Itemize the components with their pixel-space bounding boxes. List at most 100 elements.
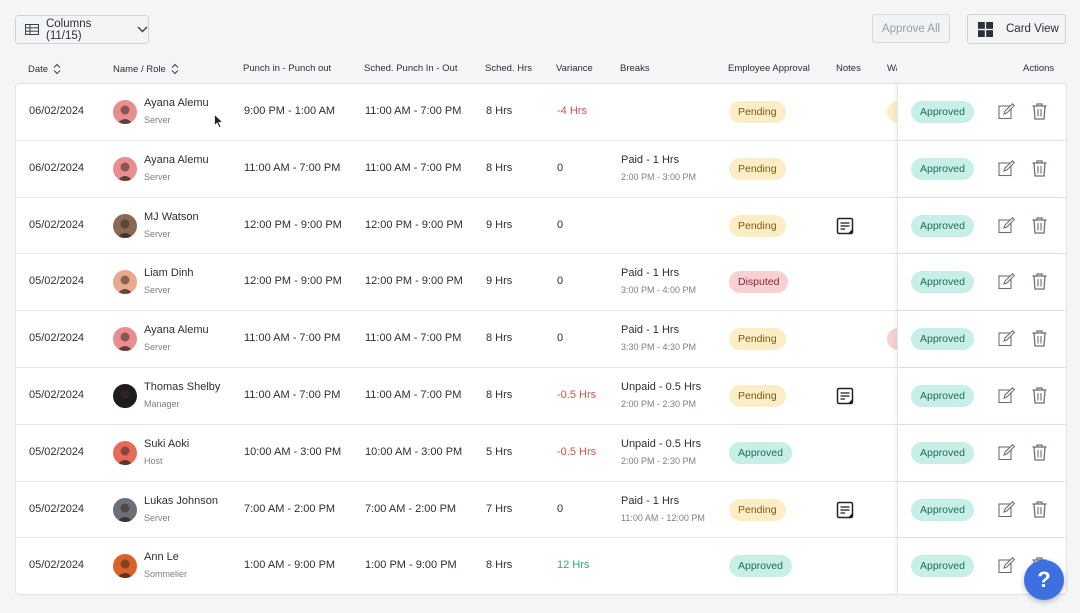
employee-approval-badge: Approved bbox=[729, 441, 792, 464]
edit-icon[interactable] bbox=[998, 216, 1016, 234]
approve-all-button[interactable]: Approve All bbox=[872, 14, 950, 43]
row-date: 05/02/2024 bbox=[29, 445, 85, 458]
edit-icon[interactable] bbox=[998, 557, 1016, 574]
trash-icon[interactable] bbox=[1032, 216, 1047, 234]
header-employee-approval: Employee Approval bbox=[728, 63, 810, 74]
table-row[interactable]: 06/02/2024 Ayana Alemu Server 9:00 PM - 1:… bbox=[16, 84, 1066, 141]
scheduled-times: 11:00 AM - 7:00 PM bbox=[365, 389, 462, 401]
trash-icon[interactable] bbox=[1032, 103, 1047, 120]
manager-approval-badge[interactable]: Approved bbox=[911, 555, 974, 578]
employee-role: Server bbox=[144, 115, 171, 125]
employee-name[interactable]: Ayana Alemu bbox=[144, 153, 209, 166]
card-view-button[interactable]: Card View bbox=[967, 14, 1066, 44]
trash-icon[interactable] bbox=[1032, 387, 1047, 404]
manager-approval-badge[interactable]: Approved bbox=[911, 498, 974, 521]
sticky-actions-column: Approved bbox=[897, 368, 1066, 424]
employee-name[interactable]: Lukas Johnson bbox=[144, 494, 218, 507]
employee-approval-badge: Pending bbox=[729, 385, 786, 407]
employee-approval-badge: Approved bbox=[729, 555, 792, 578]
edit-icon[interactable] bbox=[998, 500, 1016, 518]
note-icon[interactable] bbox=[836, 501, 854, 519]
manager-approval-badge[interactable]: Approved bbox=[911, 101, 974, 123]
sticky-actions-column: Approved bbox=[897, 84, 1066, 140]
punch-times: 7:00 AM - 2:00 PM bbox=[244, 502, 336, 515]
variance-value: 0 bbox=[557, 218, 564, 231]
employee-name[interactable]: Liam Dinh bbox=[144, 267, 194, 280]
header-actions: Actions bbox=[1023, 63, 1055, 74]
trash-icon[interactable] bbox=[1032, 273, 1047, 291]
manager-approval-badge[interactable]: Approved bbox=[911, 214, 974, 237]
table-row[interactable]: 05/02/2024 Liam Dinh Server 12:00 PM - 9:0… bbox=[16, 254, 1066, 312]
variance-value: 0 bbox=[557, 161, 564, 174]
break-time: 3:30 PM - 4:30 PM bbox=[621, 342, 697, 353]
table-row[interactable]: 05/02/2024 Thomas Shelby Manager 11:00 AM … bbox=[16, 368, 1066, 425]
employee-name[interactable]: MJ Watson bbox=[144, 210, 199, 223]
scheduled-hours: 7 Hrs bbox=[486, 502, 513, 515]
edit-icon[interactable] bbox=[998, 387, 1016, 404]
columns-label: Columns (11/15) bbox=[45, 17, 92, 42]
trash-icon[interactable] bbox=[1032, 160, 1047, 177]
mouse-cursor-icon bbox=[214, 114, 224, 129]
break-time: 11:00 AM - 12:00 PM bbox=[621, 512, 705, 523]
scheduled-times: 11:00 AM - 7:00 PM bbox=[365, 332, 462, 345]
scheduled-hours: 9 Hrs bbox=[486, 218, 513, 231]
employee-name[interactable]: Ayana Alemu bbox=[144, 97, 209, 109]
table-row[interactable]: 05/02/2024 MJ Watson Server 12:00 PM - 9:0… bbox=[16, 197, 1066, 255]
row-date: 06/02/2024 bbox=[29, 161, 85, 174]
avatar bbox=[113, 100, 137, 124]
row-date: 05/02/2024 bbox=[29, 559, 85, 572]
manager-approval-badge[interactable]: Approved bbox=[911, 157, 974, 180]
table-header: Date Name / Role Punch in - Punch out Sc… bbox=[15, 60, 1067, 80]
approve-all-label: Approve All bbox=[881, 22, 941, 35]
employee-approval-badge: Pending bbox=[729, 214, 786, 237]
table-row[interactable]: 05/02/2024 Ayana Alemu Server 11:00 AM - 7… bbox=[16, 311, 1066, 368]
punch-times: 12:00 PM - 9:00 PM bbox=[244, 218, 342, 231]
row-date: 05/02/2024 bbox=[29, 332, 85, 345]
help-button[interactable]: ? bbox=[1024, 560, 1064, 600]
header-notes: Notes bbox=[836, 63, 861, 74]
edit-icon[interactable] bbox=[998, 443, 1016, 461]
manager-approval-badge[interactable]: Approved bbox=[911, 271, 974, 294]
edit-icon[interactable] bbox=[998, 159, 1016, 177]
sticky-actions-column: Approved bbox=[897, 481, 1066, 538]
employee-name[interactable]: Ayana Alemu bbox=[144, 324, 209, 337]
avatar bbox=[113, 327, 137, 352]
scheduled-hours: 9 Hrs bbox=[486, 275, 513, 288]
scheduled-hours: 8 Hrs bbox=[486, 389, 513, 401]
scheduled-times: 10:00 AM - 3:00 PM bbox=[365, 445, 463, 458]
edit-icon[interactable] bbox=[998, 103, 1016, 120]
variance-value: 0 bbox=[557, 502, 564, 515]
punch-times: 11:00 AM - 7:00 PM bbox=[244, 161, 341, 174]
header-date[interactable]: Date bbox=[28, 63, 61, 75]
scheduled-times: 7:00 AM - 2:00 PM bbox=[365, 502, 457, 515]
table-row[interactable]: 05/02/2024 Ann Le Sommelier 1:00 AM - 9:00… bbox=[16, 538, 1066, 594]
break-type: Unpaid - 0.5 Hrs bbox=[621, 437, 702, 450]
edit-icon[interactable] bbox=[998, 273, 1016, 290]
note-icon[interactable] bbox=[836, 387, 854, 405]
columns-button[interactable]: Columns (11/15) bbox=[15, 15, 149, 44]
scheduled-times: 12:00 PM - 9:00 PM bbox=[365, 218, 463, 231]
header-breaks: Breaks bbox=[620, 63, 650, 74]
manager-approval-badge[interactable]: Approved bbox=[911, 328, 974, 351]
manager-approval-badge[interactable]: Approved bbox=[911, 441, 974, 464]
employee-name[interactable]: Thomas Shelby bbox=[144, 381, 221, 393]
manager-approval-badge[interactable]: Approved bbox=[911, 385, 974, 407]
trash-icon[interactable] bbox=[1032, 444, 1047, 461]
table-row[interactable]: 06/02/2024 Ayana Alemu Server 11:00 AM - 7… bbox=[16, 140, 1066, 198]
employee-approval-badge: Pending bbox=[729, 101, 786, 123]
chevron-down-icon bbox=[137, 26, 148, 33]
table-row[interactable]: 05/02/2024 Lukas Johnson Server 7:00 AM - … bbox=[16, 481, 1066, 539]
trash-icon[interactable] bbox=[1032, 500, 1047, 518]
trash-icon[interactable] bbox=[1032, 330, 1047, 347]
employee-role: Server bbox=[144, 512, 171, 523]
sticky-actions-column: Approved bbox=[897, 424, 1066, 481]
break-time: 2:00 PM - 3:00 PM bbox=[621, 171, 697, 182]
employee-name[interactable]: Suki Aoki bbox=[144, 437, 190, 450]
edit-icon[interactable] bbox=[998, 330, 1016, 347]
employee-name[interactable]: Ann Le bbox=[144, 551, 179, 564]
note-icon[interactable] bbox=[836, 217, 854, 235]
row-date: 05/02/2024 bbox=[29, 218, 85, 231]
variance-value: -4 Hrs bbox=[557, 105, 587, 117]
table-row[interactable]: 05/02/2024 Suki Aoki Host 10:00 AM - 3:00 … bbox=[16, 424, 1066, 482]
header-name-role[interactable]: Name / Role bbox=[113, 63, 179, 75]
